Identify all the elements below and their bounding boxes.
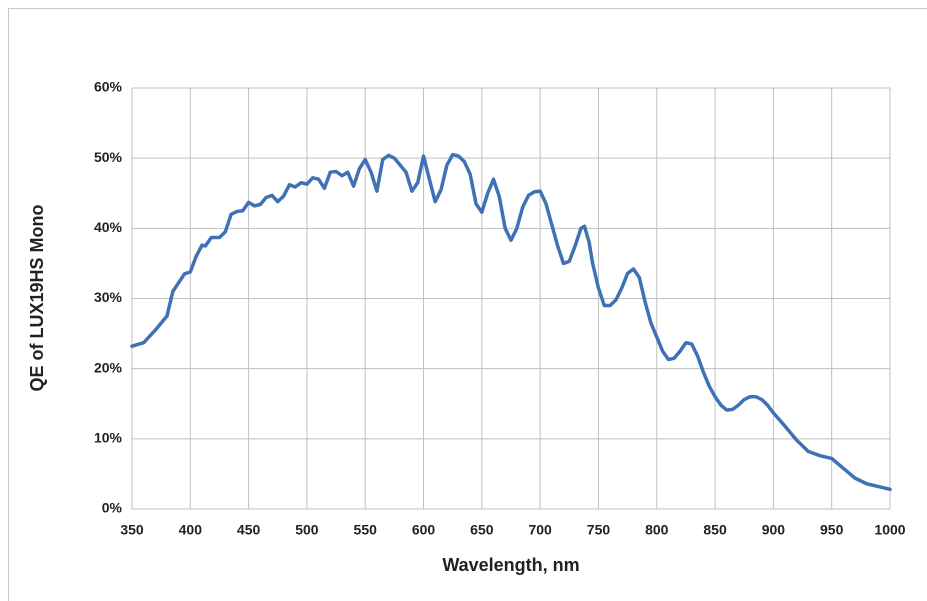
x-tick-label: 650 (470, 522, 494, 538)
x-tick-label: 450 (237, 522, 261, 538)
y-axis-title: QE of LUX19HS Mono (27, 204, 47, 391)
x-tick-label: 800 (645, 522, 669, 538)
data-line (130, 152, 892, 492)
x-tick-label: 700 (528, 522, 552, 538)
y-tick-label: 0% (102, 500, 123, 516)
y-tick-label: 50% (94, 149, 123, 165)
x-tick-label: 750 (587, 522, 611, 538)
x-tick-label: 950 (820, 522, 844, 538)
y-tick-label: 10% (94, 430, 123, 446)
y-tick-label: 30% (94, 289, 123, 305)
x-tick-label: 350 (120, 522, 144, 538)
x-tick-label: 500 (295, 522, 319, 538)
x-tick-label: 400 (179, 522, 203, 538)
y-tick-label: 20% (94, 359, 123, 375)
y-tick-label: 40% (94, 219, 123, 235)
x-tick-label: 900 (762, 522, 786, 538)
x-tick-label: 550 (354, 522, 378, 538)
x-tick-label: 850 (703, 522, 727, 538)
x-axis-title: Wavelength, nm (442, 555, 579, 575)
y-tick-label: 60% (94, 79, 123, 95)
x-tick-label: 600 (412, 522, 436, 538)
chart-frame (8, 8, 927, 601)
x-tick-label: 1000 (874, 522, 905, 538)
